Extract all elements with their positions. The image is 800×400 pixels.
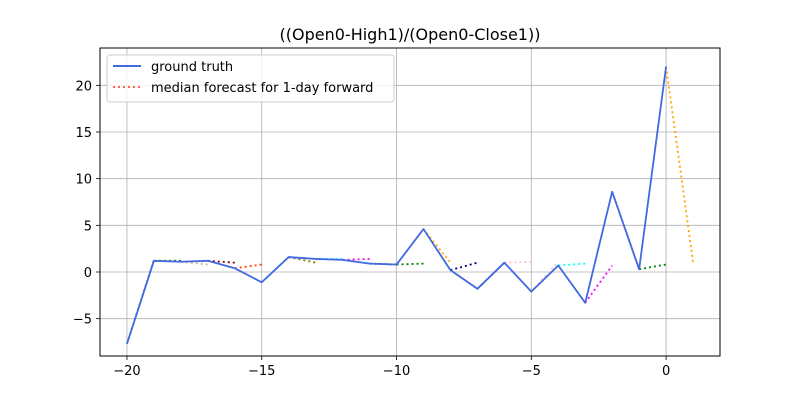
y-tick-label: 5 — [84, 219, 92, 234]
chart-title: ((Open0-High1)/(Open0-Close1)) — [280, 25, 541, 44]
legend-label-ground-truth: ground truth — [151, 60, 233, 75]
x-tick-label: 0 — [662, 364, 670, 379]
plot-frame — [99, 47, 721, 357]
legend: ground truth median forecast for 1-day f… — [106, 54, 395, 103]
y-tick-label: 10 — [75, 173, 92, 188]
x-tick-label: −15 — [248, 364, 275, 379]
x-tick-label: −20 — [113, 364, 140, 379]
y-tick-label: −5 — [73, 313, 92, 328]
x-tick-label: −10 — [383, 364, 410, 379]
y-tick-label: 0 — [84, 266, 92, 281]
grid — [100, 48, 720, 356]
axis-ticks: −20 −15 −10 −5 0 −5 0 5 10 15 20 — [73, 79, 670, 379]
ground-truth-series — [126, 66, 667, 345]
ground-truth-line — [126, 66, 667, 345]
x-tick-label: −5 — [522, 364, 541, 379]
forecast-line — [422, 228, 452, 264]
y-tick-label: 20 — [75, 79, 92, 94]
legend-label-forecast: median forecast for 1-day forward — [151, 81, 373, 96]
y-tick-label: 15 — [75, 126, 92, 141]
legend-box — [106, 54, 395, 103]
